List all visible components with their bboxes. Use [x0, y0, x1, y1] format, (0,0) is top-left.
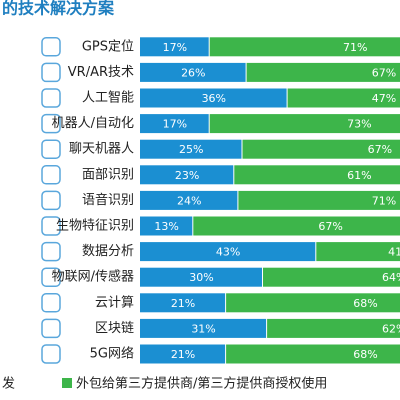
category-label: 云计算 — [95, 295, 134, 310]
bar-segment — [140, 216, 193, 236]
value-label: 21% — [171, 348, 195, 361]
bar-segment — [226, 344, 400, 364]
row-icon — [41, 190, 61, 211]
value-label: 71% — [372, 194, 396, 207]
chart-title: 的技术解决方案 — [2, 0, 115, 18]
value-label: 17% — [163, 118, 187, 131]
category-label: 物联网/传感器 — [52, 269, 134, 285]
legend-swatch — [62, 378, 72, 388]
bar-segment — [140, 344, 226, 364]
bar-segment — [140, 293, 226, 313]
row-icon — [41, 216, 61, 236]
category-label: 数据分析 — [82, 244, 134, 259]
category-label: 语音识别 — [82, 192, 134, 208]
value-label: 67% — [318, 220, 342, 233]
bar-segment — [226, 293, 400, 313]
value-label: 21% — [171, 297, 195, 310]
category-label: 区块链 — [95, 321, 134, 336]
bar-segment — [140, 139, 242, 159]
value-label: 62% — [382, 322, 400, 335]
value-label: 43% — [216, 246, 240, 259]
row-icon — [41, 293, 61, 313]
value-label: 24% — [177, 194, 201, 207]
category-label: GPS定位 — [82, 39, 134, 54]
category-label: 5G网络 — [90, 346, 134, 362]
bar-segment — [316, 242, 400, 262]
value-label: 25% — [179, 143, 203, 156]
row-icon — [41, 344, 61, 364]
row-icon — [41, 139, 61, 159]
row-icon — [41, 113, 61, 134]
value-label: 73% — [347, 118, 371, 131]
bar-segment — [140, 62, 246, 82]
bar-segment — [140, 190, 238, 210]
value-label: 41% — [388, 246, 400, 259]
bar-segment — [209, 37, 400, 57]
bar-segment — [193, 216, 400, 236]
row-icon — [41, 241, 61, 262]
bar-segment — [140, 88, 287, 108]
value-label: 31% — [191, 322, 215, 335]
bar-segment — [140, 267, 262, 287]
bar-segment — [287, 88, 400, 108]
category-label: VR/AR技术 — [68, 65, 134, 80]
value-label: 26% — [181, 66, 205, 79]
value-label: 23% — [175, 169, 199, 182]
value-label: 68% — [353, 297, 377, 310]
bar-segment — [242, 139, 400, 159]
bar-segment — [246, 62, 400, 82]
row-icon — [41, 62, 61, 83]
value-label: 47% — [372, 92, 396, 105]
bar-segment — [140, 165, 234, 185]
bar-segment — [263, 267, 400, 287]
value-label: 13% — [154, 220, 178, 233]
row-icon — [41, 37, 61, 57]
category-label: 生物特征识别 — [56, 219, 134, 234]
category-label: 聊天机器人 — [69, 142, 134, 157]
value-label: 36% — [202, 92, 226, 105]
value-label: 64% — [382, 271, 400, 284]
category-label: 机器人/自动化 — [52, 116, 134, 131]
bar-segment — [140, 114, 209, 134]
legend-label: 发 — [2, 376, 15, 392]
bar-segment — [140, 318, 267, 338]
value-label: 68% — [353, 348, 377, 361]
value-label: 67% — [372, 66, 396, 79]
value-label: 71% — [343, 41, 367, 54]
category-label: 人工智能 — [82, 91, 134, 106]
bar-segment — [234, 165, 400, 185]
row-icon — [41, 267, 61, 287]
value-label: 67% — [368, 143, 392, 156]
bar-segment — [140, 242, 316, 262]
bar-segment — [209, 114, 400, 134]
row-icon — [41, 88, 61, 108]
value-label: 61% — [347, 169, 371, 182]
row-icon — [41, 318, 61, 339]
row-icon — [41, 165, 61, 185]
category-label: 面部识别 — [82, 167, 134, 182]
value-label: 17% — [163, 41, 187, 54]
bar-segment — [238, 190, 400, 210]
bar-segment — [267, 318, 400, 338]
value-label: 30% — [189, 271, 213, 284]
legend-label: 外包给第三方提供商/第三方提供商授权使用 — [76, 376, 327, 392]
bar-segment — [140, 37, 209, 57]
